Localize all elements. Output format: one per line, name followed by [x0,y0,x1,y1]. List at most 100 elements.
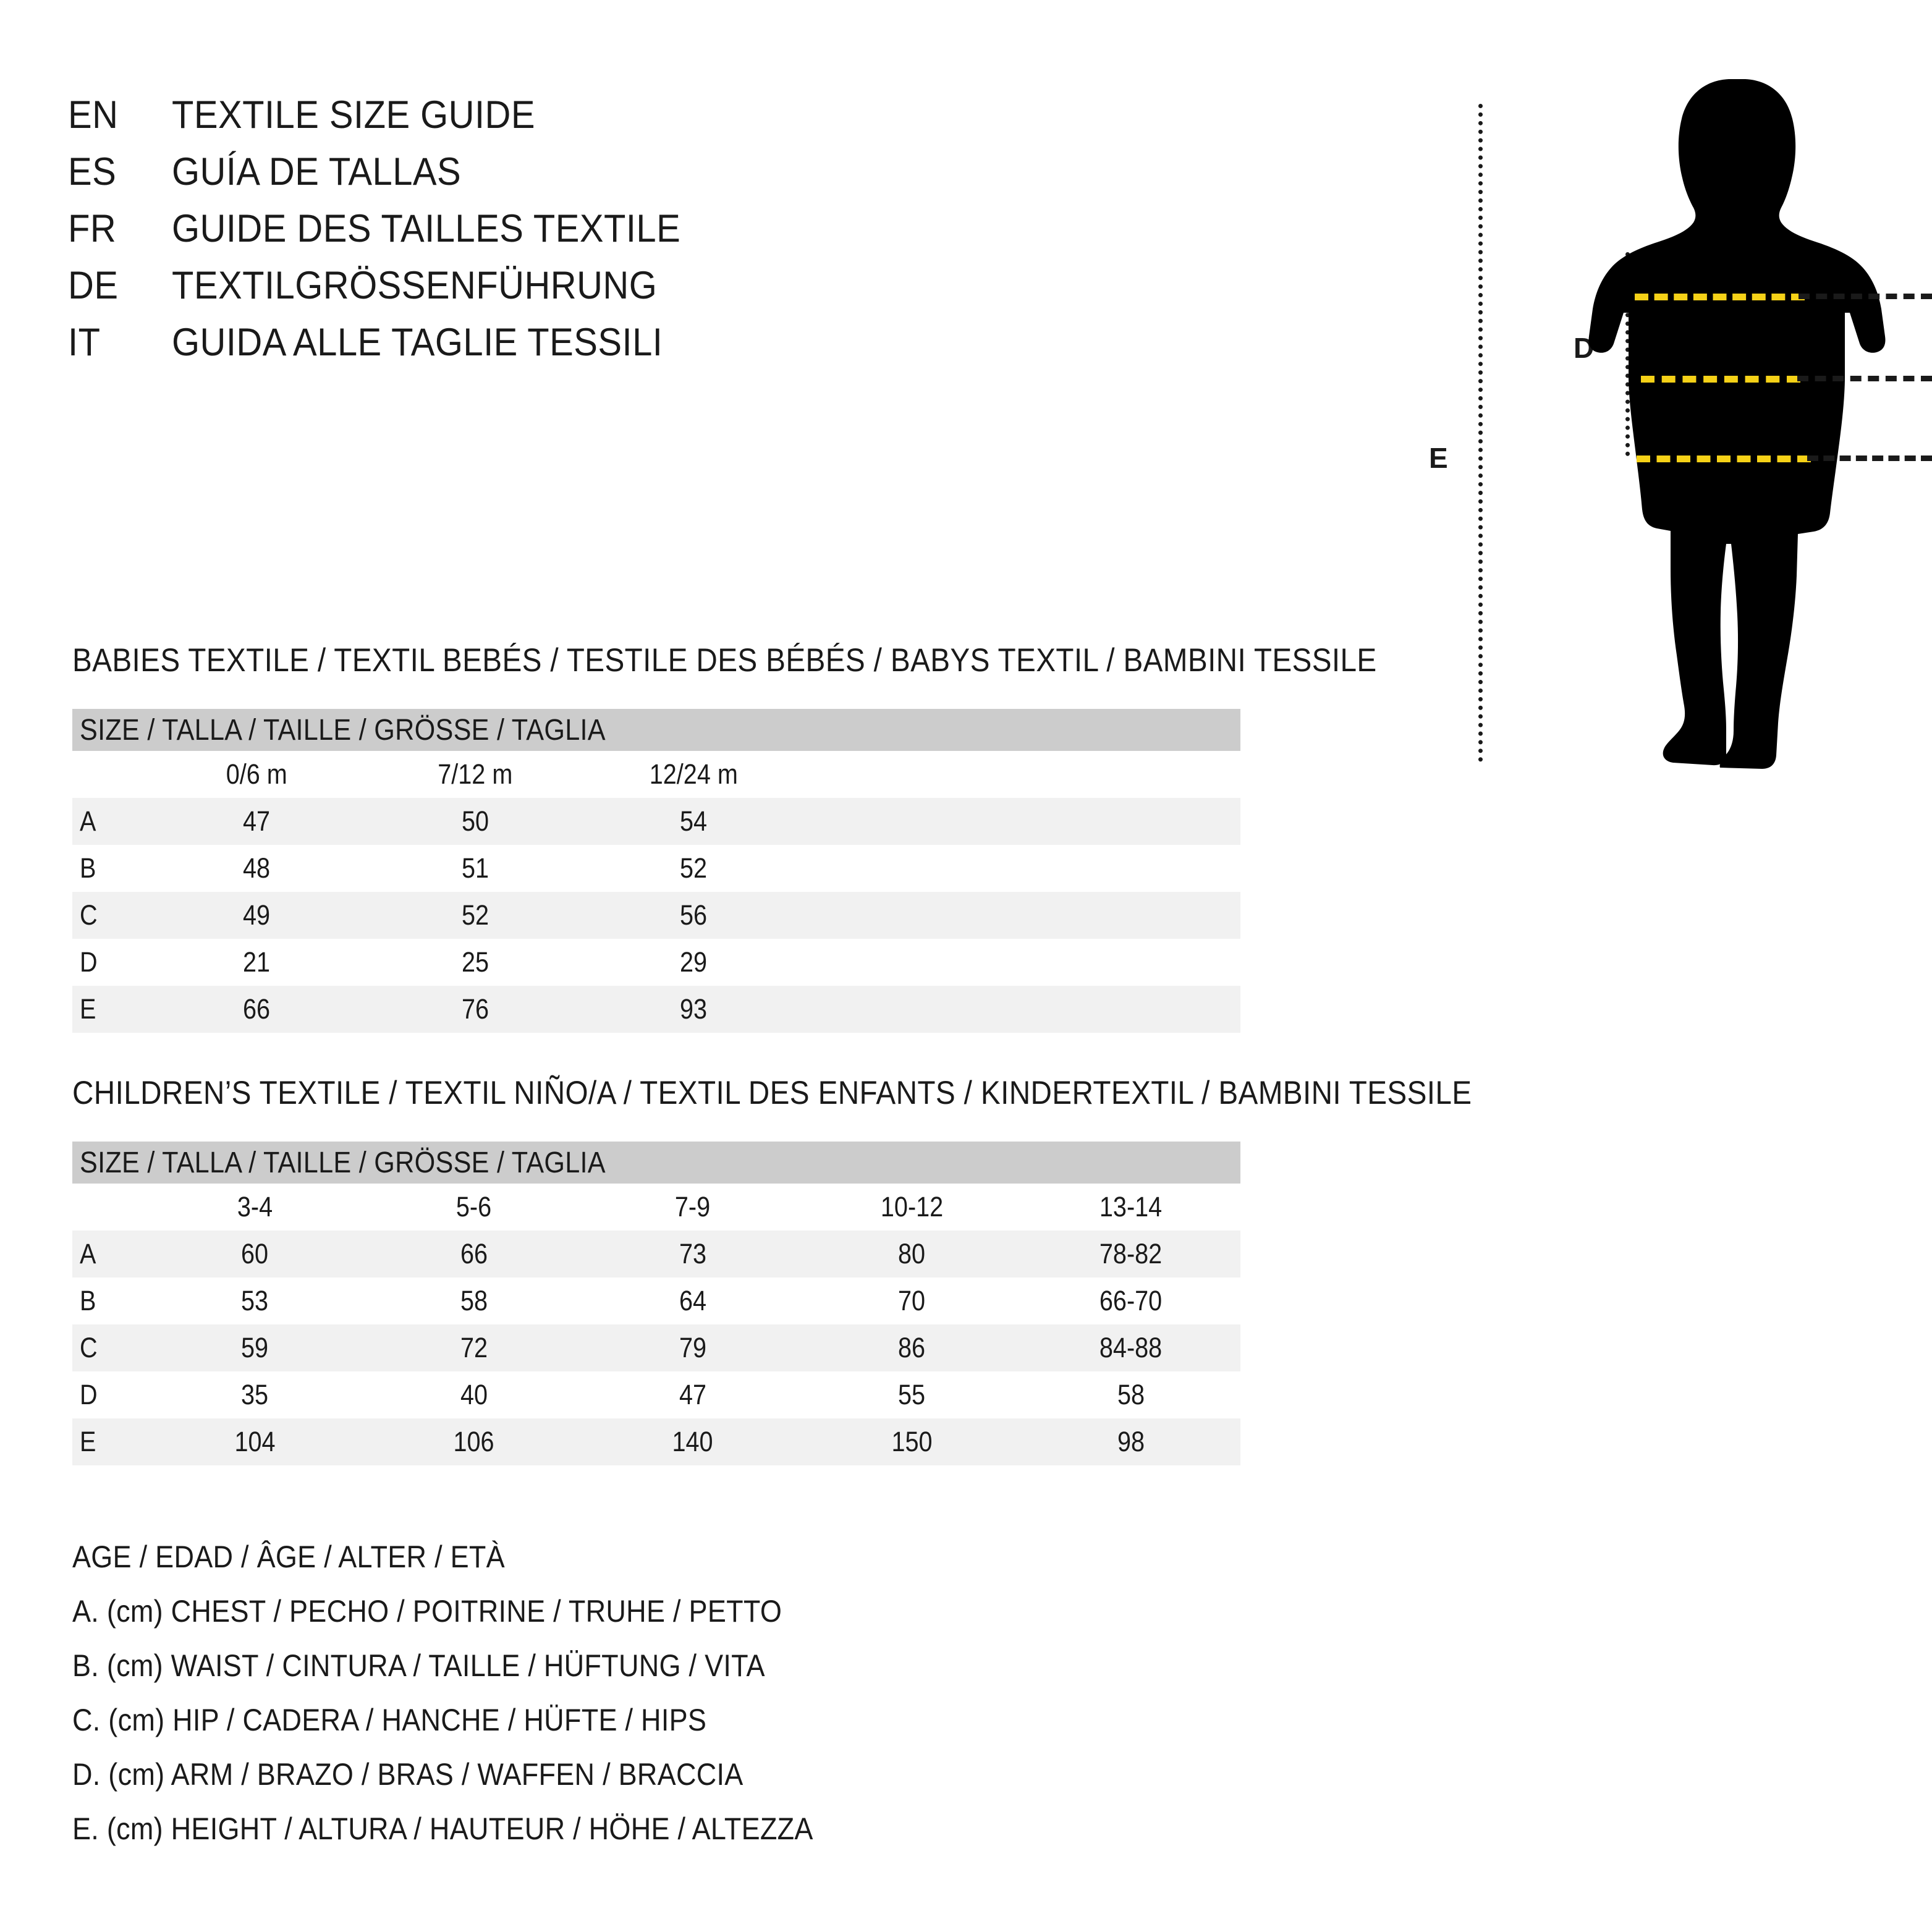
table-row: E 66 76 93 [72,986,1240,1033]
children-col-header-2: 7-9 [583,1184,803,1231]
children-cell-b-3: 70 [802,1277,1022,1324]
babies-cell-d-0: 21 [147,939,366,986]
babies-corner-cell [72,751,147,798]
babies-cell-e-spacer-2 [1022,986,1240,1033]
language-row-fr: FR GUIDE DES TAILLES TEXTILE [68,206,1242,263]
babies-cell-d-spacer-1 [803,939,1022,986]
babies-cell-a-spacer-2 [1022,798,1240,845]
language-code-en: EN [68,93,119,137]
language-header-block: EN TEXTILE SIZE GUIDE ES GUÍA DE TALLAS … [68,93,1242,377]
children-cell-e-3: 150 [802,1418,1022,1465]
legend-line-e-height: E. (cm) HEIGHT / ALTURA / HAUTEUR / HÖHE… [72,1811,813,1846]
language-title-de: TEXTILGRÖSSENFÜHRUNG [172,264,658,307]
children-corner-cell [72,1184,146,1231]
table-row: D 35 40 47 55 58 [72,1371,1240,1418]
chest-leader-line [1799,294,1932,299]
language-code-es: ES [68,150,117,193]
babies-cell-d-2: 29 [584,939,803,986]
children-row-key-c: C [72,1324,146,1371]
language-code-it: IT [68,321,101,364]
language-row-en: EN TEXTILE SIZE GUIDE [68,93,1242,150]
language-code-de: DE [68,264,119,307]
babies-col-header-0: 0/6 m [147,751,366,798]
table-row: E 104 106 140 150 98 [72,1418,1240,1465]
language-code-fr: FR [68,207,117,250]
babies-cell-a-0: 47 [147,798,366,845]
children-cell-a-3: 80 [802,1231,1022,1277]
children-cell-c-2: 79 [583,1324,803,1371]
children-row-key-e: E [72,1418,146,1465]
language-title-it: GUIDA ALLE TAGLIE TESSILI [172,321,663,364]
babies-row-key-d: D [72,939,147,986]
language-row-it: IT GUIDA ALLE TAGLIE TESSILI [68,320,1242,377]
babies-column-header-row: 0/6 m 7/12 m 12/24 m [72,751,1240,798]
chest-measure-line [1635,294,1805,300]
babies-col-header-spacer-1 [803,751,1022,798]
language-title-es: GUÍA DE TALLAS [172,150,462,193]
babies-row-key-b: B [72,845,147,892]
table-row: A 47 50 54 [72,798,1240,845]
children-cell-d-4: 58 [1021,1371,1240,1418]
table-row: A 60 66 73 80 78-82 [72,1231,1240,1277]
babies-cell-e-2: 93 [584,986,803,1033]
babies-cell-c-2: 56 [584,892,803,939]
babies-col-header-2: 12/24 m [584,751,803,798]
children-cell-d-3: 55 [802,1371,1022,1418]
measurement-legend: AGE / EDAD / ÂGE / ALTER / ETÀ A. (cm) C… [72,1539,1432,1865]
babies-cell-d-spacer-2 [1022,939,1240,986]
babies-cell-a-1: 50 [365,798,585,845]
waist-leader-line [1797,376,1932,381]
children-cell-d-2: 47 [583,1371,803,1418]
children-cell-d-1: 40 [364,1371,583,1418]
babies-cell-c-0: 49 [147,892,366,939]
children-cell-b-0: 53 [145,1277,365,1324]
babies-row-key-c: C [72,892,147,939]
babies-row-key-a: A [72,798,147,845]
babies-cell-b-1: 51 [365,845,585,892]
children-row-key-b: B [72,1277,146,1324]
children-cell-d-0: 35 [145,1371,365,1418]
babies-cell-e-spacer-1 [803,986,1022,1033]
children-col-header-0: 3-4 [145,1184,365,1231]
waist-measure-line [1641,376,1800,383]
children-cell-b-4: 66-70 [1021,1277,1240,1324]
children-cell-a-1: 66 [364,1231,583,1277]
table-row: B 48 51 52 [72,845,1240,892]
babies-cell-a-2: 54 [584,798,803,845]
children-band-label: SIZE / TALLA / TAILLE / GRÖSSE / TAGLIA [72,1142,1240,1184]
babies-cell-b-spacer-2 [1022,845,1240,892]
children-cell-e-0: 104 [145,1418,365,1465]
children-cell-c-1: 72 [364,1324,583,1371]
children-col-header-1: 5-6 [364,1184,583,1231]
babies-cell-a-spacer-1 [803,798,1022,845]
children-cell-e-1: 106 [364,1418,583,1465]
language-row-de: DE TEXTILGRÖSSENFÜHRUNG [68,263,1242,320]
children-cell-e-4: 98 [1021,1418,1240,1465]
table-row: C 49 52 56 [72,892,1240,939]
children-cell-a-0: 60 [145,1231,365,1277]
children-size-table: SIZE / TALLA / TAILLE / GRÖSSE / TAGLIA … [72,1142,1240,1465]
language-title-fr: GUIDE DES TAILLES TEXTILE [172,207,681,250]
babies-cell-c-spacer-2 [1022,892,1240,939]
children-cell-c-4: 84-88 [1021,1324,1240,1371]
hip-measure-line [1637,455,1811,462]
babies-cell-b-2: 52 [584,845,803,892]
children-table-band: SIZE / TALLA / TAILLE / GRÖSSE / TAGLIA [72,1142,1240,1184]
measurement-figure-diagram: E D A B C [1415,74,1932,773]
babies-band-label: SIZE / TALLA / TAILLE / GRÖSSE / TAGLIA [72,709,1240,751]
babies-col-header-1: 7/12 m [365,751,585,798]
children-column-header-row: 3-4 5-6 7-9 10-12 13-14 [72,1184,1240,1231]
babies-cell-e-0: 66 [147,986,366,1033]
height-dotted-line-e [1478,104,1483,762]
table-row: D 21 25 29 [72,939,1240,986]
arm-dotted-line-d [1625,252,1630,456]
children-col-header-4: 13-14 [1021,1184,1240,1231]
table-row: C 59 72 79 86 84-88 [72,1324,1240,1371]
children-cell-b-1: 58 [364,1277,583,1324]
language-title-en: TEXTILE SIZE GUIDE [172,93,535,137]
children-cell-c-3: 86 [802,1324,1022,1371]
legend-line-a-chest: A. (cm) CHEST / PECHO / POITRINE / TRUHE… [72,1594,782,1629]
table-row: B 53 58 64 70 66-70 [72,1277,1240,1324]
child-silhouette-icon [1588,79,1886,769]
language-row-es: ES GUÍA DE TALLAS [68,150,1242,206]
